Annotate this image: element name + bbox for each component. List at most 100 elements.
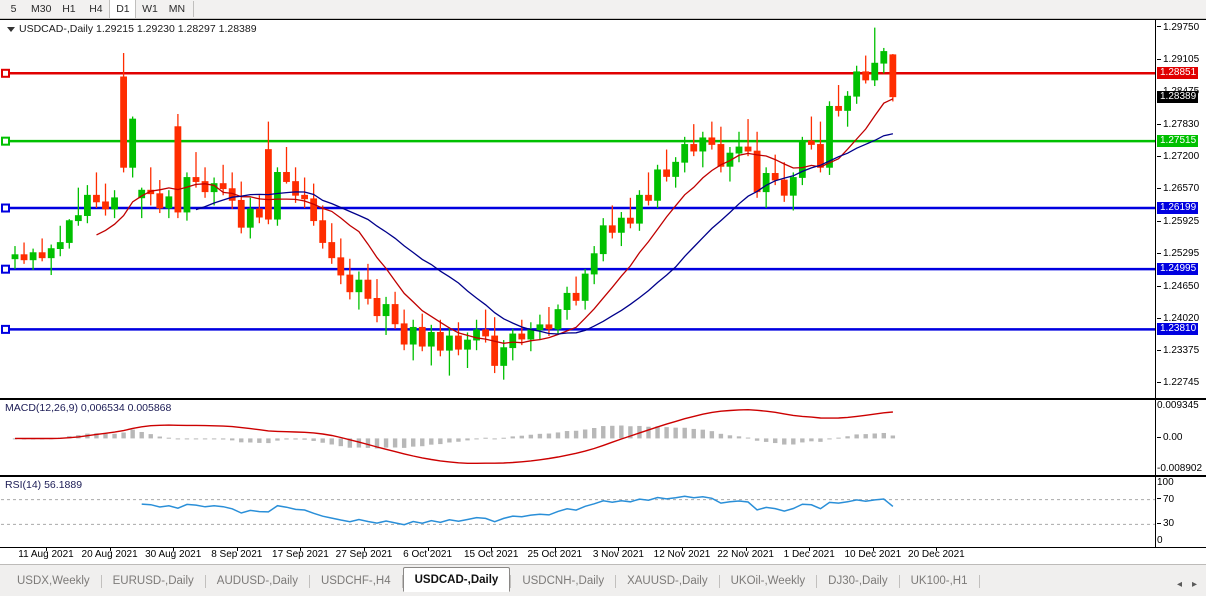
date-axis-tickmark (872, 548, 874, 551)
rsi-pane[interactable]: RSI(14) 56.1889 100 70 30 0 (0, 476, 1206, 548)
price-axis-resistance-label[interactable]: 1.28851 (1157, 67, 1199, 80)
macd-axis-tick: -0.008902 (1157, 464, 1202, 474)
chart-tab-label: USDCNH-,Daily (522, 574, 605, 587)
price-axis-level-blue-label[interactable]: 1.26199 (1157, 202, 1199, 215)
rsi-axis-tick-label: 30 (1163, 518, 1175, 530)
rsi-svg (1, 495, 1155, 526)
chart-tab-label: UKOil-,Weekly (730, 574, 806, 587)
date-axis-tickmark (300, 548, 302, 551)
tab-divider (615, 575, 617, 588)
timeframe-button-d1[interactable]: D1 (109, 0, 137, 18)
price-axis-tick: 1.26570 (1157, 184, 1199, 194)
price-axis-tick-label: 1.29105 (1163, 54, 1200, 66)
price-title-text: USDCAD-,Daily 1.29215 1.29230 1.28297 1.… (19, 23, 257, 35)
timeframe-button-h4[interactable]: H4 (82, 0, 109, 18)
rsi-axis-tick-label: 100 (1157, 477, 1174, 488)
date-axis-tick-label: 17 Sep 2021 (272, 549, 329, 560)
rsi-axis-tick: 0 (1157, 536, 1163, 546)
rsi-axis-tick: 100 (1157, 478, 1174, 488)
timeframe-button-m30[interactable]: M30 (27, 0, 55, 18)
timeframe-button-mn[interactable]: MN (163, 0, 190, 18)
toolbar-empty-area (197, 0, 1206, 18)
price-axis-tick: 1.25295 (1157, 248, 1199, 259)
price-axis-tick-label: 1.24650 (1163, 280, 1200, 292)
price-axis-level-blue-label[interactable]: 1.24995 (1157, 263, 1199, 276)
tab-scroll-left-arrow[interactable]: ◂ (1176, 579, 1182, 590)
price-axis-tick: 1.23375 (1157, 346, 1199, 356)
rsi-axis-tick: 70 (1157, 493, 1175, 505)
price-axis-tick: 1.27830 (1157, 120, 1199, 130)
timeframe-button-h1[interactable]: H1 (55, 0, 82, 18)
date-axis-tick-label: 27 Sep 2021 (335, 549, 393, 560)
chart-tab-label: XAUUSD-,Daily (627, 574, 708, 587)
timeframe-label: H1 (62, 3, 76, 15)
date-axis-tick-label: 30 Aug 2021 (145, 549, 202, 560)
tab-divider (898, 575, 900, 588)
rsi-axis-tick-label: 0 (1157, 535, 1163, 546)
price-axis-support-green-label[interactable]: 1.27515 (1157, 135, 1199, 148)
rsi-plot[interactable]: RSI(14) 56.1889 (1, 477, 1156, 547)
date-axis-tickmark (364, 548, 365, 551)
price-axis-tick-label: 1.27200 (1163, 151, 1200, 163)
timeframe-label: 5 (10, 3, 17, 15)
candlestick-svg (1, 27, 1155, 380)
chart-tab-xauusd-daily[interactable]: XAUUSD-,Daily (616, 569, 719, 592)
price-axis-tick: 1.29105 (1157, 55, 1199, 65)
date-axis[interactable]: 11 Aug 2021 20 Aug 2021 30 Aug 2021 8 Sep 2… (0, 548, 1206, 564)
timeframe-toolbar: 5 M30 H1 H4 D1 W1 MN (0, 0, 1206, 19)
date-axis-tickmark (682, 548, 683, 551)
rsi-axis-tick: 30 (1157, 519, 1174, 529)
chart-tab-uk100-h1[interactable]: UK100-,H1 (900, 569, 979, 592)
rsi-pane-title: RSI(14) 56.1889 (5, 479, 83, 491)
chart-tab-audusd-daily[interactable]: AUDUSD-,Daily (206, 569, 309, 592)
timeframe-button-w1[interactable]: W1 (136, 0, 163, 18)
rsi-axis-tick-label: 70 (1163, 493, 1175, 505)
date-axis-tickmark (427, 548, 429, 551)
chart-tab-usdcad-daily[interactable]: USDCAD-,Daily (402, 567, 511, 592)
tab-divider (978, 575, 980, 588)
tab-scroll-right-arrow[interactable]: ▸ (1191, 579, 1197, 590)
price-axis[interactable]: 1.297501.291051.284751.278301.272001.265… (1157, 20, 1206, 398)
price-axis-current-price-label[interactable]: 1.28389 (1157, 90, 1199, 103)
date-axis-tick-label: 10 Dec 2021 (844, 549, 902, 560)
macd-plot[interactable]: MACD(12,26,9) 0,006534 0.005868 (1, 400, 1156, 475)
chart-tab-usdchf-h4[interactable]: USDCHF-,H4 (310, 569, 402, 592)
chart-tab-label: USDCHF-,H4 (320, 574, 391, 587)
price-axis-tick-label: 1.25925 (1163, 215, 1200, 227)
date-axis-tick-label: 11 Aug 2021 (18, 549, 74, 560)
price-axis-level-blue-label[interactable]: 1.23810 (1157, 323, 1199, 336)
date-axis-tickmark (809, 548, 811, 551)
tab-divider (816, 575, 818, 588)
chart-tab-dj30-daily[interactable]: DJ30-,Daily (817, 569, 898, 592)
timeframe-label: W1 (142, 3, 158, 15)
chevron-down-icon[interactable] (7, 26, 15, 32)
chart-tab-usdcnh-daily[interactable]: USDCNH-,Daily (511, 569, 615, 592)
macd-axis-tick: 0.009345 (1157, 401, 1199, 411)
chart-tab-ukoil-weekly[interactable]: UKOil-,Weekly (720, 569, 817, 592)
price-plot[interactable]: USDCAD-,Daily 1.29215 1.29230 1.28297 1.… (1, 20, 1156, 398)
chart-tab-usdx-weekly[interactable]: USDX,Weekly (6, 569, 101, 592)
tab-divider (718, 575, 720, 588)
timeframe-button-5[interactable]: 5 (0, 0, 27, 18)
rsi-axis: 100 70 30 0 (1157, 477, 1206, 547)
price-pane[interactable]: USDCAD-,Daily 1.29215 1.29230 1.28297 1.… (0, 19, 1206, 399)
timeframe-label: M30 (31, 3, 52, 15)
tab-divider (510, 575, 512, 588)
date-axis-tickmark (491, 548, 493, 551)
chart-tab-label: AUDUSD-,Daily (216, 574, 298, 587)
macd-axis-tick-label: -0.008902 (1157, 463, 1203, 474)
date-axis-tick-label: 12 Nov 2021 (653, 549, 711, 560)
macd-pane[interactable]: MACD(12,26,9) 0,006534 0.005868 0.009345… (0, 399, 1206, 476)
date-axis-tickmark (109, 548, 111, 551)
chart-tab-eurusd-daily[interactable]: EURUSD-,Daily (102, 569, 205, 592)
chart-area[interactable]: USDCAD-,Daily 1.29215 1.29230 1.28297 1.… (0, 19, 1206, 548)
chart-tab-label: USDCAD-,Daily (414, 573, 499, 586)
macd-axis-tick: 0.00 (1157, 433, 1182, 443)
date-axis-tickmark (618, 548, 620, 551)
macd-axis-tick-label: 0.009345 (1157, 400, 1199, 411)
chart-tab-label: UK100-,H1 (910, 574, 968, 587)
price-axis-tick-label: 1.23375 (1163, 345, 1200, 357)
timeframe-buttons: 5 M30 H1 H4 D1 W1 MN (0, 0, 190, 18)
date-axis-tickmark (173, 548, 175, 551)
chart-tab-label: EURUSD-,Daily (112, 574, 194, 587)
